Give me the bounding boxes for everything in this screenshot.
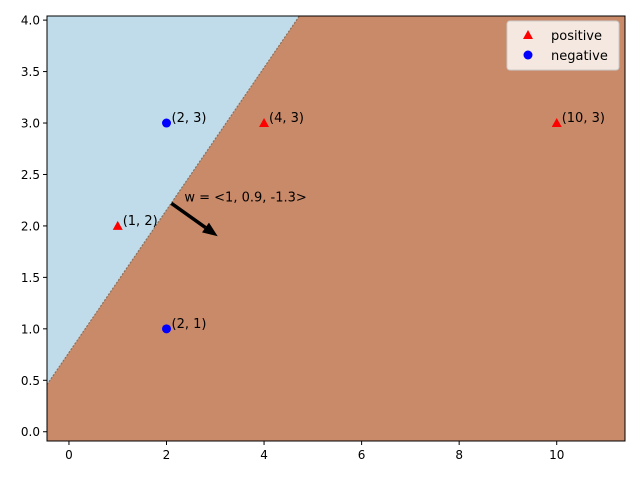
x-tick-label: 4 bbox=[260, 448, 268, 462]
legend-label-positive: positive bbox=[551, 29, 602, 44]
y-tick-label: 4.0 bbox=[21, 14, 40, 28]
y-axis: 0.0 0.5 1.0 1.5 2.0 2.5 3.0 3.5 4.0 bbox=[21, 14, 47, 439]
x-tick-label: 2 bbox=[163, 448, 171, 462]
legend-marker-positive bbox=[523, 30, 533, 39]
point-label: (2, 1) bbox=[172, 317, 207, 332]
legend-marker-negative bbox=[523, 50, 533, 60]
plot-area bbox=[47, 16, 625, 441]
positive-point bbox=[259, 118, 270, 128]
negative-point bbox=[162, 324, 172, 334]
weight-annotation: w = <1, 0.9, -1.3> bbox=[170, 190, 307, 237]
y-tick-label: 1.0 bbox=[21, 322, 40, 336]
point-label: (1, 2) bbox=[123, 214, 158, 229]
y-tick-label: 0.5 bbox=[21, 374, 40, 388]
plot-frame bbox=[46, 15, 626, 442]
weight-arrow bbox=[170, 201, 207, 229]
y-tick-label: 1.5 bbox=[21, 271, 40, 285]
point-label: (10, 3) bbox=[562, 111, 605, 126]
legend: positive negative bbox=[506, 20, 620, 71]
negative-region bbox=[47, 16, 300, 385]
point-label: (2, 3) bbox=[172, 111, 207, 126]
positive-point bbox=[551, 118, 562, 128]
legend-box bbox=[506, 20, 620, 71]
x-axis: 0 2 4 6 8 10 bbox=[65, 441, 564, 462]
x-tick-label: 8 bbox=[455, 448, 463, 462]
y-tick-label: 3.0 bbox=[21, 117, 40, 131]
legend-label-negative: negative bbox=[551, 49, 608, 64]
data-points: (1, 2) (4, 3) (10, 3) (2, 3) (2, 1) bbox=[112, 111, 605, 334]
y-tick-label: 0.0 bbox=[21, 425, 40, 439]
y-tick-label: 2.5 bbox=[21, 168, 40, 182]
negative-point bbox=[162, 118, 172, 128]
decision-boundary-line bbox=[47, 16, 300, 385]
positive-point bbox=[112, 220, 123, 230]
x-tick-label: 0 bbox=[65, 448, 73, 462]
x-tick-label: 10 bbox=[549, 448, 564, 462]
x-tick-label: 6 bbox=[358, 448, 366, 462]
weight-label: w = <1, 0.9, -1.3> bbox=[184, 190, 306, 205]
point-label: (4, 3) bbox=[269, 111, 304, 126]
y-tick-label: 2.0 bbox=[21, 219, 40, 233]
y-tick-label: 3.5 bbox=[21, 65, 40, 79]
weight-arrow-head bbox=[202, 222, 218, 237]
